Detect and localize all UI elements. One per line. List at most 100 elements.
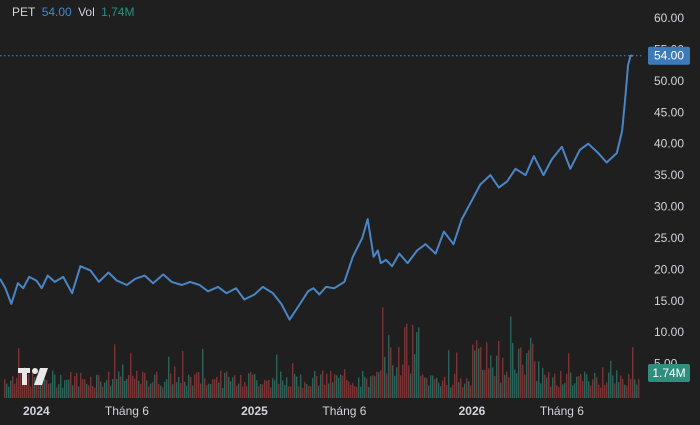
volume-bar: [500, 382, 502, 398]
volume-bar: [492, 367, 494, 398]
volume-bar: [452, 384, 454, 398]
volume-bar: [444, 376, 446, 398]
y-tick-label: 40.00: [654, 137, 684, 151]
volume-bar: [422, 374, 424, 398]
volume-bar: [420, 375, 422, 398]
volume-bar: [608, 372, 610, 398]
volume-bar: [364, 376, 366, 398]
volume-bar: [388, 335, 390, 398]
volume-bar: [178, 376, 180, 398]
volume-bar: [194, 374, 196, 398]
volume-bar: [28, 374, 30, 398]
x-tick-label: 2026: [459, 404, 486, 418]
volume-bar: [380, 370, 382, 398]
volume-bar: [288, 386, 290, 398]
volume-bar: [374, 376, 376, 398]
volume-bar: [450, 387, 452, 398]
last-volume-badge-text: 1.74M: [652, 366, 685, 380]
volume-bar: [50, 383, 52, 398]
volume-bar: [362, 370, 364, 398]
volume-bar: [546, 377, 548, 398]
volume-bar: [266, 380, 268, 398]
volume-bar: [188, 374, 190, 398]
volume-bar: [516, 373, 518, 398]
last-price-badge: 54.00: [648, 46, 690, 65]
volume-bar: [386, 373, 388, 398]
volume-bar: [596, 377, 598, 398]
volume-bar: [526, 352, 528, 398]
volume-bar: [548, 371, 550, 398]
volume-bar: [442, 380, 444, 398]
volume-bar: [18, 348, 20, 398]
volume-bar: [600, 387, 602, 398]
volume-bar: [298, 386, 300, 398]
volume-bar: [226, 371, 228, 398]
volume-bar: [130, 353, 132, 398]
volume-bar: [436, 377, 438, 398]
volume-bar: [272, 378, 274, 398]
volume-bar: [144, 373, 146, 398]
volume-bar: [242, 386, 244, 398]
volume-bar: [106, 380, 108, 398]
volume-bar: [636, 384, 638, 398]
volume-bar: [620, 375, 622, 398]
volume-bar: [438, 382, 440, 398]
legend-price: 54.00: [41, 5, 72, 19]
volume-bar: [504, 374, 506, 398]
volume-bar: [514, 369, 516, 398]
volume-bar: [496, 355, 498, 398]
volume-bar: [234, 375, 236, 398]
volume-bar: [62, 387, 64, 398]
volume-bar: [236, 385, 238, 398]
volume-bar: [472, 344, 474, 398]
y-tick-label: 30.00: [654, 200, 684, 214]
volume-bar: [424, 377, 426, 398]
volume-bar: [142, 371, 144, 398]
volume-bar: [276, 354, 278, 398]
volume-bar: [350, 385, 352, 398]
volume-bar: [540, 383, 542, 398]
volume-bar: [240, 374, 242, 398]
volume-bar: [48, 383, 50, 398]
volume-bar: [332, 382, 334, 398]
volume-bar: [348, 381, 350, 398]
volume-bar: [322, 370, 324, 398]
volume-bar: [58, 384, 60, 398]
volume-bar: [494, 376, 496, 398]
volume-bar: [458, 382, 460, 398]
volume-bar: [478, 348, 480, 398]
volume-bar: [306, 383, 308, 398]
volume-bar: [390, 347, 392, 398]
volume-bar: [586, 374, 588, 398]
volume-bar: [292, 363, 294, 398]
volume-bar: [614, 383, 616, 398]
volume-bar: [150, 383, 152, 398]
volume-bar: [296, 376, 298, 398]
volume-bar: [258, 386, 260, 398]
volume-bar: [512, 342, 514, 398]
y-tick-label: 10.00: [654, 325, 684, 339]
volume-bar: [192, 385, 194, 398]
volume-bar: [568, 353, 570, 398]
volume-bar: [80, 373, 82, 398]
volume-bar: [432, 375, 434, 398]
volume-bar: [90, 376, 92, 398]
volume-bar: [502, 357, 504, 398]
y-tick-label: 45.00: [654, 105, 684, 119]
volume-bar: [572, 385, 574, 398]
volume-bar: [74, 376, 76, 398]
volume-bar: [456, 352, 458, 398]
volume-bar: [402, 364, 404, 398]
volume-bar: [284, 384, 286, 398]
volume-bar: [166, 379, 168, 398]
volume-bar: [592, 379, 594, 398]
volume-bar: [212, 379, 214, 398]
volume-bar: [610, 360, 612, 398]
volume-bar: [88, 385, 90, 398]
volume-bar: [352, 383, 354, 398]
volume-bar: [34, 377, 36, 398]
volume-bar: [544, 374, 546, 398]
volume-bar: [170, 373, 172, 398]
